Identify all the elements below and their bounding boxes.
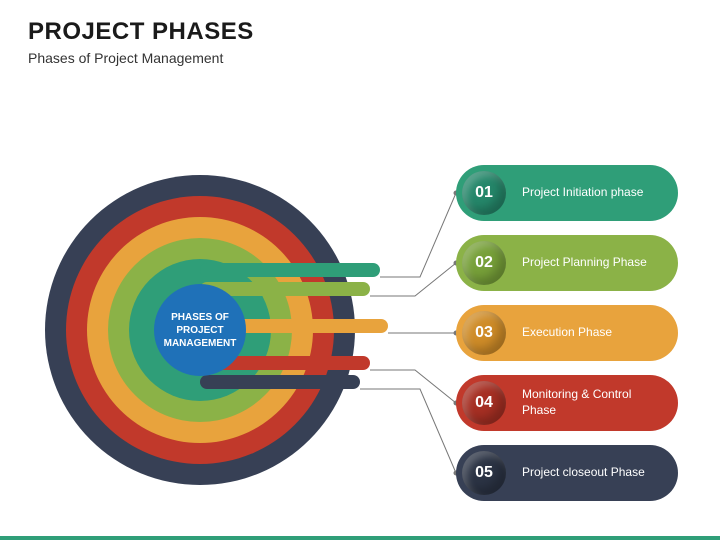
- leader-line-1: [380, 193, 456, 277]
- phase-number-01: 01: [462, 171, 506, 215]
- page-title: PROJECT PHASES: [28, 18, 692, 46]
- phase-pill-03: 03 Execution Phase: [456, 305, 678, 361]
- leader-line-4: [370, 370, 456, 403]
- center-disc: PHASES OF PROJECT MANAGEMENT: [154, 284, 246, 376]
- phase-pill-02: 02 Project Planning Phase: [456, 235, 678, 291]
- footer-accent-bar: [0, 536, 720, 540]
- phase-number-05: 05: [462, 451, 506, 495]
- phase-label-04: Monitoring & Control Phase: [522, 387, 662, 418]
- phase-pill-01: 01 Project Initiation phase: [456, 165, 678, 221]
- page-subtitle: Phases of Project Management: [28, 50, 692, 66]
- header: PROJECT PHASES Phases of Project Managem…: [0, 0, 720, 74]
- leader-line-2: [370, 263, 456, 296]
- phase-label-03: Execution Phase: [522, 325, 612, 341]
- phase-number-03: 03: [462, 311, 506, 355]
- phase-number-04: 04: [462, 381, 506, 425]
- phase-label-02: Project Planning Phase: [522, 255, 647, 271]
- phase-pill-05: 05 Project closeout Phase: [456, 445, 678, 501]
- leader-line-5: [360, 389, 456, 473]
- tail-1: [200, 263, 380, 277]
- diagram-area: PHASES OF PROJECT MANAGEMENT 01 Project I…: [0, 70, 720, 530]
- phase-pill-04: 04 Monitoring & Control Phase: [456, 375, 678, 431]
- phase-label-05: Project closeout Phase: [522, 465, 645, 481]
- tail-5: [200, 375, 360, 389]
- phase-label-01: Project Initiation phase: [522, 185, 643, 201]
- phase-number-02: 02: [462, 241, 506, 285]
